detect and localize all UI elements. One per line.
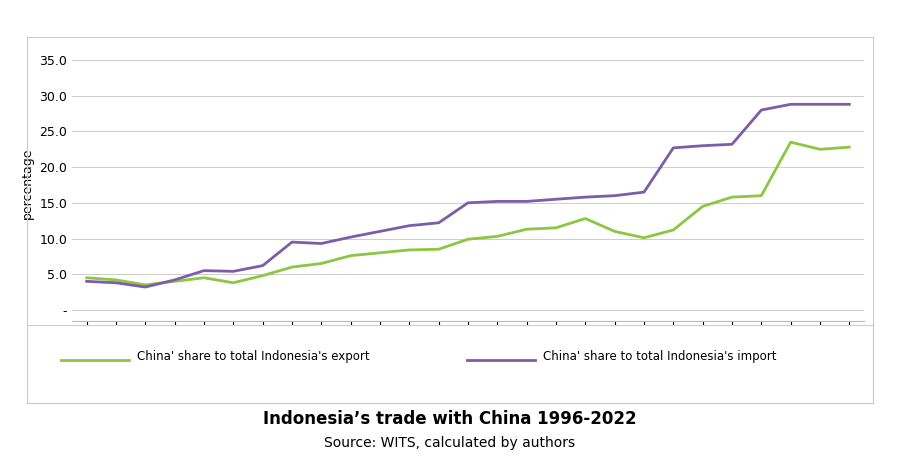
Text: China' share to total Indonesia's import: China' share to total Indonesia's import: [543, 349, 777, 363]
China' share to total Indonesia's export: [580, 216, 590, 221]
China' share to total Indonesia's import: [140, 284, 150, 290]
China' share to total Indonesia's export: [257, 273, 268, 278]
China' share to total Indonesia's export: [492, 234, 503, 239]
China' share to total Indonesia's export: [111, 277, 122, 283]
China' share to total Indonesia's import: [580, 194, 590, 200]
China' share to total Indonesia's import: [756, 107, 767, 113]
China' share to total Indonesia's export: [374, 250, 385, 256]
China' share to total Indonesia's import: [404, 223, 415, 229]
China' share to total Indonesia's import: [609, 193, 620, 198]
China' share to total Indonesia's export: [463, 236, 473, 242]
China' share to total Indonesia's export: [286, 264, 297, 270]
China' share to total Indonesia's import: [726, 142, 737, 147]
China' share to total Indonesia's export: [521, 227, 532, 232]
China' share to total Indonesia's export: [814, 147, 825, 152]
China' share to total Indonesia's export: [140, 282, 150, 288]
China' share to total Indonesia's import: [492, 199, 503, 204]
China' share to total Indonesia's export: [756, 193, 767, 198]
China' share to total Indonesia's export: [698, 204, 708, 209]
China' share to total Indonesia's import: [81, 278, 92, 284]
China' share to total Indonesia's export: [228, 280, 238, 285]
China' share to total Indonesia's import: [433, 220, 444, 225]
China' share to total Indonesia's export: [81, 275, 92, 280]
China' share to total Indonesia's import: [286, 240, 297, 245]
China' share to total Indonesia's export: [346, 253, 356, 258]
China' share to total Indonesia's export: [551, 225, 562, 230]
China' share to total Indonesia's import: [111, 280, 122, 285]
Line: China' share to total Indonesia's import: China' share to total Indonesia's import: [86, 104, 850, 287]
China' share to total Indonesia's import: [814, 102, 825, 107]
China' share to total Indonesia's export: [668, 227, 679, 233]
China' share to total Indonesia's import: [199, 268, 210, 273]
China' share to total Indonesia's import: [374, 229, 385, 234]
Text: Source: WITS, calculated by authors: Source: WITS, calculated by authors: [324, 436, 576, 450]
China' share to total Indonesia's export: [609, 229, 620, 234]
China' share to total Indonesia's import: [169, 277, 180, 283]
China' share to total Indonesia's export: [404, 247, 415, 253]
China' share to total Indonesia's export: [199, 275, 210, 280]
China' share to total Indonesia's import: [551, 196, 562, 202]
Text: China' share to total Indonesia's export: China' share to total Indonesia's export: [137, 349, 370, 363]
China' share to total Indonesia's export: [786, 139, 796, 145]
China' share to total Indonesia's import: [844, 102, 855, 107]
China' share to total Indonesia's export: [844, 144, 855, 150]
Text: Indonesia’s trade with China 1996-2022: Indonesia’s trade with China 1996-2022: [263, 409, 637, 428]
China' share to total Indonesia's import: [228, 268, 238, 274]
China' share to total Indonesia's import: [257, 263, 268, 268]
China' share to total Indonesia's import: [698, 143, 708, 148]
China' share to total Indonesia's import: [786, 102, 796, 107]
China' share to total Indonesia's export: [726, 194, 737, 200]
China' share to total Indonesia's import: [521, 199, 532, 204]
Y-axis label: percentage: percentage: [21, 147, 33, 219]
China' share to total Indonesia's import: [668, 145, 679, 151]
China' share to total Indonesia's import: [316, 241, 327, 246]
China' share to total Indonesia's import: [346, 234, 356, 240]
Line: China' share to total Indonesia's export: China' share to total Indonesia's export: [86, 142, 850, 285]
China' share to total Indonesia's export: [169, 278, 180, 284]
China' share to total Indonesia's export: [316, 261, 327, 266]
China' share to total Indonesia's import: [639, 189, 650, 195]
China' share to total Indonesia's import: [463, 200, 473, 206]
China' share to total Indonesia's export: [639, 235, 650, 240]
China' share to total Indonesia's export: [433, 246, 444, 252]
